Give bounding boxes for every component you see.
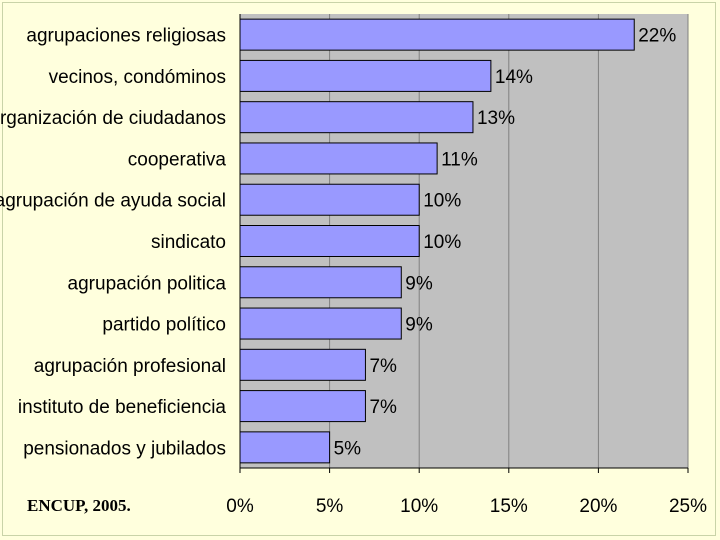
- value-label-8: 7%: [369, 356, 397, 377]
- value-label-3: 11%: [441, 149, 478, 170]
- category-label-6: agrupación politica: [68, 273, 227, 294]
- bar-0: [239, 18, 635, 51]
- category-label-4: agrupación de ayuda social: [0, 191, 226, 212]
- value-label-0: 22%: [638, 26, 676, 47]
- bar-8: [239, 348, 366, 381]
- x-tick-label-15: 15%: [490, 496, 528, 517]
- bar-3: [239, 142, 438, 175]
- x-tick-label-10: 10%: [400, 496, 438, 517]
- value-label-10: 5%: [334, 438, 362, 459]
- bar-7: [239, 307, 402, 340]
- category-label-1: vecinos, condóminos: [49, 67, 226, 88]
- bar-2: [239, 101, 474, 134]
- bar-6: [239, 266, 402, 299]
- value-label-6: 9%: [405, 273, 433, 294]
- bar-4: [239, 183, 420, 216]
- category-label-7: partido político: [102, 315, 226, 336]
- value-label-5: 10%: [423, 232, 461, 253]
- category-label-8: agrupación profesional: [34, 356, 226, 377]
- category-label-10: pensionados y jubilados: [23, 438, 226, 459]
- category-label-0: agrupaciones religiosas: [26, 26, 226, 47]
- bar-10: [239, 431, 331, 464]
- value-label-7: 9%: [405, 315, 433, 336]
- value-label-1: 14%: [495, 67, 533, 88]
- category-label-9: instituto de beneficiencia: [18, 397, 227, 418]
- value-label-4: 10%: [423, 191, 461, 212]
- bar-1: [239, 59, 492, 92]
- x-tick-label-20: 20%: [579, 496, 617, 517]
- bar-9: [239, 390, 366, 423]
- category-label-3: cooperativa: [128, 149, 227, 170]
- value-label-9: 7%: [369, 397, 397, 418]
- category-label-5: sindicato: [151, 232, 226, 253]
- x-tick-label-0: 0%: [226, 496, 254, 517]
- value-label-2: 13%: [477, 108, 515, 129]
- source-caption: ENCUP, 2005.: [27, 496, 131, 515]
- x-tick-label-25: 25%: [669, 496, 707, 517]
- bar-5: [239, 225, 420, 257]
- category-label-2: organización de ciudadanos: [0, 108, 226, 129]
- x-tick-label-5: 5%: [316, 496, 344, 517]
